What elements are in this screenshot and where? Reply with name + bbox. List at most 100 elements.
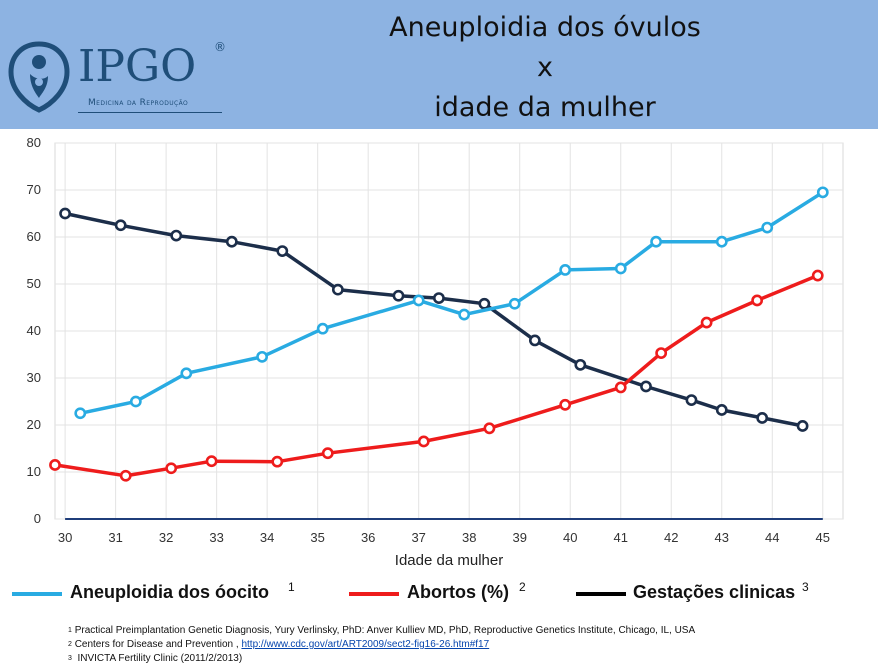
data-point [574, 358, 587, 371]
footnotes: 1 Practical Preimplantation Genetic Diag… [68, 624, 868, 666]
x-tick-label: 35 [310, 530, 324, 545]
data-point [49, 459, 61, 471]
data-point [331, 283, 344, 296]
data-point [205, 455, 218, 468]
data-point [271, 455, 284, 468]
x-tick-label: 37 [411, 530, 425, 545]
ipgo-emblem-icon [8, 41, 70, 113]
data-point [640, 380, 652, 393]
x-tick-label: 44 [765, 530, 779, 545]
data-point [119, 469, 132, 482]
y-tick-label: 30 [27, 370, 41, 385]
data-point [508, 297, 521, 310]
x-axis-ticks: 30 31 32 33 34 35 36 37 38 39 40 41 42 43 44 45 [58, 530, 830, 545]
y-tick-label: 70 [27, 182, 41, 197]
y-tick-label: 10 [27, 464, 41, 479]
legend-sup-abortos: 2 [519, 580, 526, 594]
series-1 [49, 269, 824, 482]
x-tick-label: 41 [614, 530, 628, 545]
data-point [715, 404, 728, 416]
data-point [412, 294, 425, 307]
title-line-3: idade da mulher [434, 92, 656, 123]
title-line-2: x [537, 52, 553, 83]
data-point [796, 420, 809, 432]
data-point [650, 235, 663, 248]
data-point [417, 435, 430, 448]
logo-underline [78, 112, 222, 113]
x-tick-label: 45 [816, 530, 830, 545]
x-tick-label: 30 [58, 530, 72, 545]
series-2 [59, 207, 809, 432]
data-point [700, 316, 713, 329]
data-point [114, 219, 127, 232]
logo-wordmark: IPGO [78, 41, 197, 92]
x-axis-label: Idade da mulher [395, 552, 503, 569]
data-point [316, 322, 329, 335]
x-tick-label: 40 [563, 530, 577, 545]
legend-label-aneuploidia: Aneuploidia dos óocito [70, 582, 269, 602]
footnote-1: 1 Practical Preimplantation Genetic Diag… [68, 625, 696, 636]
x-tick-label: 36 [361, 530, 375, 545]
ipgo-logo: IPGO ® Medicina da Reprodução [8, 38, 233, 122]
title-line-1: Aneuploidia dos óvulos [389, 12, 701, 43]
data-point [165, 462, 178, 475]
data-point [392, 289, 405, 302]
data-point [751, 294, 764, 307]
y-tick-label: 80 [27, 135, 41, 150]
x-tick-label: 38 [462, 530, 476, 545]
data-point [483, 422, 496, 435]
data-point [816, 186, 829, 199]
series-line [79, 190, 824, 416]
legend-swatch-gestacoes [576, 592, 626, 596]
page-title: Aneuploidia dos óvulos x idade da mulher [360, 8, 730, 128]
data-point [685, 394, 698, 406]
y-tick-label: 50 [27, 276, 41, 291]
data-point [129, 395, 142, 408]
legend-label-abortos: Abortos (%) [407, 582, 509, 602]
logo-tagline: Medicina da Reprodução [88, 98, 189, 108]
data-point [432, 292, 445, 304]
footnote-2: 2 Centers for Disease and Prevention , h… [68, 639, 490, 650]
data-point [614, 262, 627, 275]
x-tick-label: 31 [108, 530, 122, 545]
header-banner: IPGO ® Medicina da Reprodução Aneuploidi… [0, 0, 878, 129]
legend-swatch-aneuploidia [12, 592, 62, 596]
data-point [756, 412, 769, 424]
y-axis-ticks: 0 10 20 30 40 50 60 70 80 [27, 135, 41, 526]
legend-sup-gestacoes: 3 [802, 580, 809, 594]
data-point [321, 447, 334, 460]
data-point [59, 207, 72, 220]
legend-swatch-abortos [349, 592, 399, 596]
data-point [458, 308, 471, 321]
series-line [54, 273, 819, 478]
footnote-3: 3 INVICTA Fertility Clinic (2011/2/2013) [68, 653, 243, 664]
y-tick-label: 0 [34, 511, 41, 526]
x-tick-label: 32 [159, 530, 173, 545]
series-0 [74, 186, 829, 420]
y-tick-label: 60 [27, 229, 41, 244]
legend-sup-aneuploidia: 1 [288, 580, 295, 594]
data-point [614, 381, 627, 394]
data-point [761, 221, 774, 234]
data-point [528, 334, 541, 347]
data-point [225, 235, 238, 248]
legend: Aneuploidia dos óocito 1 Abortos (%) 2 G… [0, 580, 878, 606]
y-tick-label: 20 [27, 417, 41, 432]
data-point [276, 245, 289, 257]
legend-label-gestacoes: Gestações clinicas [633, 582, 796, 602]
x-tick-label: 33 [209, 530, 223, 545]
data-point [655, 347, 668, 359]
cdc-link[interactable]: http://www.cdc.gov/art/ART2009/sect2-fig… [241, 639, 490, 650]
x-tick-label: 42 [664, 530, 678, 545]
registered-mark: ® [214, 40, 226, 54]
data-point [559, 398, 572, 411]
data-point [180, 367, 193, 380]
series-lines [49, 186, 829, 520]
y-tick-label: 40 [27, 323, 41, 338]
data-point [559, 263, 572, 276]
data-point [478, 297, 491, 310]
data-point [170, 229, 183, 242]
series-line [64, 211, 803, 428]
x-tick-label: 43 [715, 530, 729, 545]
x-tick-label: 34 [260, 530, 274, 545]
